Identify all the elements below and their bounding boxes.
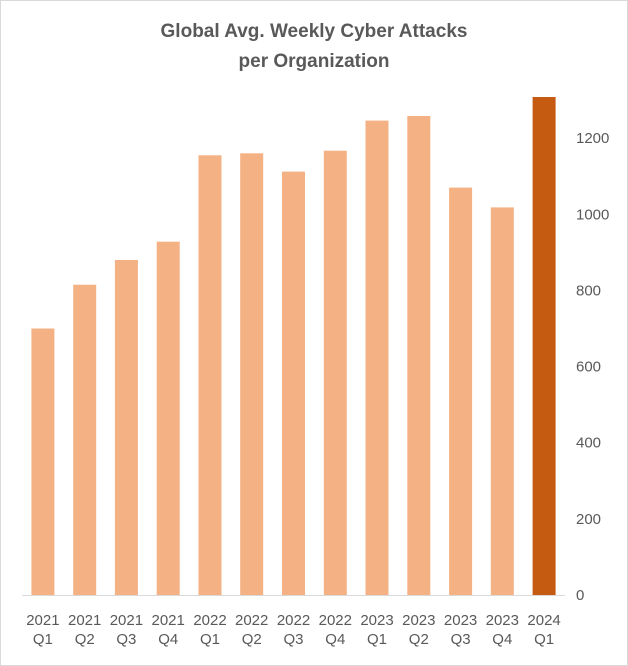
x-tick-label: 2021: [68, 612, 101, 629]
bar-2022-q3: [282, 171, 305, 595]
bar-2022-q4: [323, 150, 347, 595]
x-tick-label: 2023: [444, 612, 477, 629]
chart-title-line-2: per Organization: [238, 51, 390, 72]
bar-2021-q2: [73, 284, 97, 595]
bar-2021-q4: [156, 241, 180, 595]
bar-2023-q4: [490, 207, 514, 595]
chart-title-line-1: Global Avg. Weekly Cyber Attacks: [160, 21, 468, 42]
x-tick-label: 2022: [319, 612, 352, 629]
bar-2021-q1: [31, 328, 55, 595]
x-tick-label: 2024: [527, 612, 560, 629]
bar-2023-q3: [449, 187, 473, 595]
bar-2023-q2: [407, 116, 431, 595]
x-tick-label: Q4: [158, 631, 178, 648]
x-tick-label: Q2: [75, 631, 95, 648]
x-tick-label: 2022: [235, 612, 268, 629]
bar-2022-q2: [240, 153, 264, 596]
y-tick-label: 0: [576, 587, 584, 604]
bar-2024-q1: [532, 97, 556, 595]
y-tick-label: 200: [576, 511, 601, 528]
x-tick-label: 2021: [26, 612, 59, 629]
x-tick-label: 2022: [193, 612, 226, 629]
x-tick-label: Q2: [409, 631, 429, 648]
x-tick-label: Q3: [283, 631, 303, 648]
y-tick-label: 1000: [576, 206, 609, 223]
x-tick-label: 2021: [152, 612, 185, 629]
x-tick-label: 2022: [277, 612, 310, 629]
x-tick-label: 2023: [402, 612, 435, 629]
x-tick-label: Q4: [492, 631, 512, 648]
x-tick-label: Q1: [367, 631, 387, 648]
x-tick-label: 2023: [360, 612, 393, 629]
bar-2021-q3: [114, 260, 138, 595]
x-tick-label: Q4: [325, 631, 345, 648]
y-tick-label: 1200: [576, 130, 609, 147]
bar-2022-q1: [198, 155, 222, 596]
x-tick-label: Q1: [33, 631, 53, 648]
x-tick-label: Q3: [116, 631, 136, 648]
x-tick-label: 2023: [486, 612, 519, 629]
x-tick-label: Q2: [242, 631, 262, 648]
x-tick-label: Q1: [534, 631, 554, 648]
y-tick-label: 400: [576, 435, 601, 452]
x-tick-label: Q3: [451, 631, 471, 648]
x-tick-label: 2021: [110, 612, 143, 629]
chart-title: Global Avg. Weekly Cyber Attacks per Org…: [1, 17, 627, 77]
x-tick-label: Q1: [200, 631, 220, 648]
y-tick-label: 800: [576, 282, 601, 299]
y-tick-label: 600: [576, 359, 601, 376]
bar-2023-q1: [365, 120, 389, 595]
